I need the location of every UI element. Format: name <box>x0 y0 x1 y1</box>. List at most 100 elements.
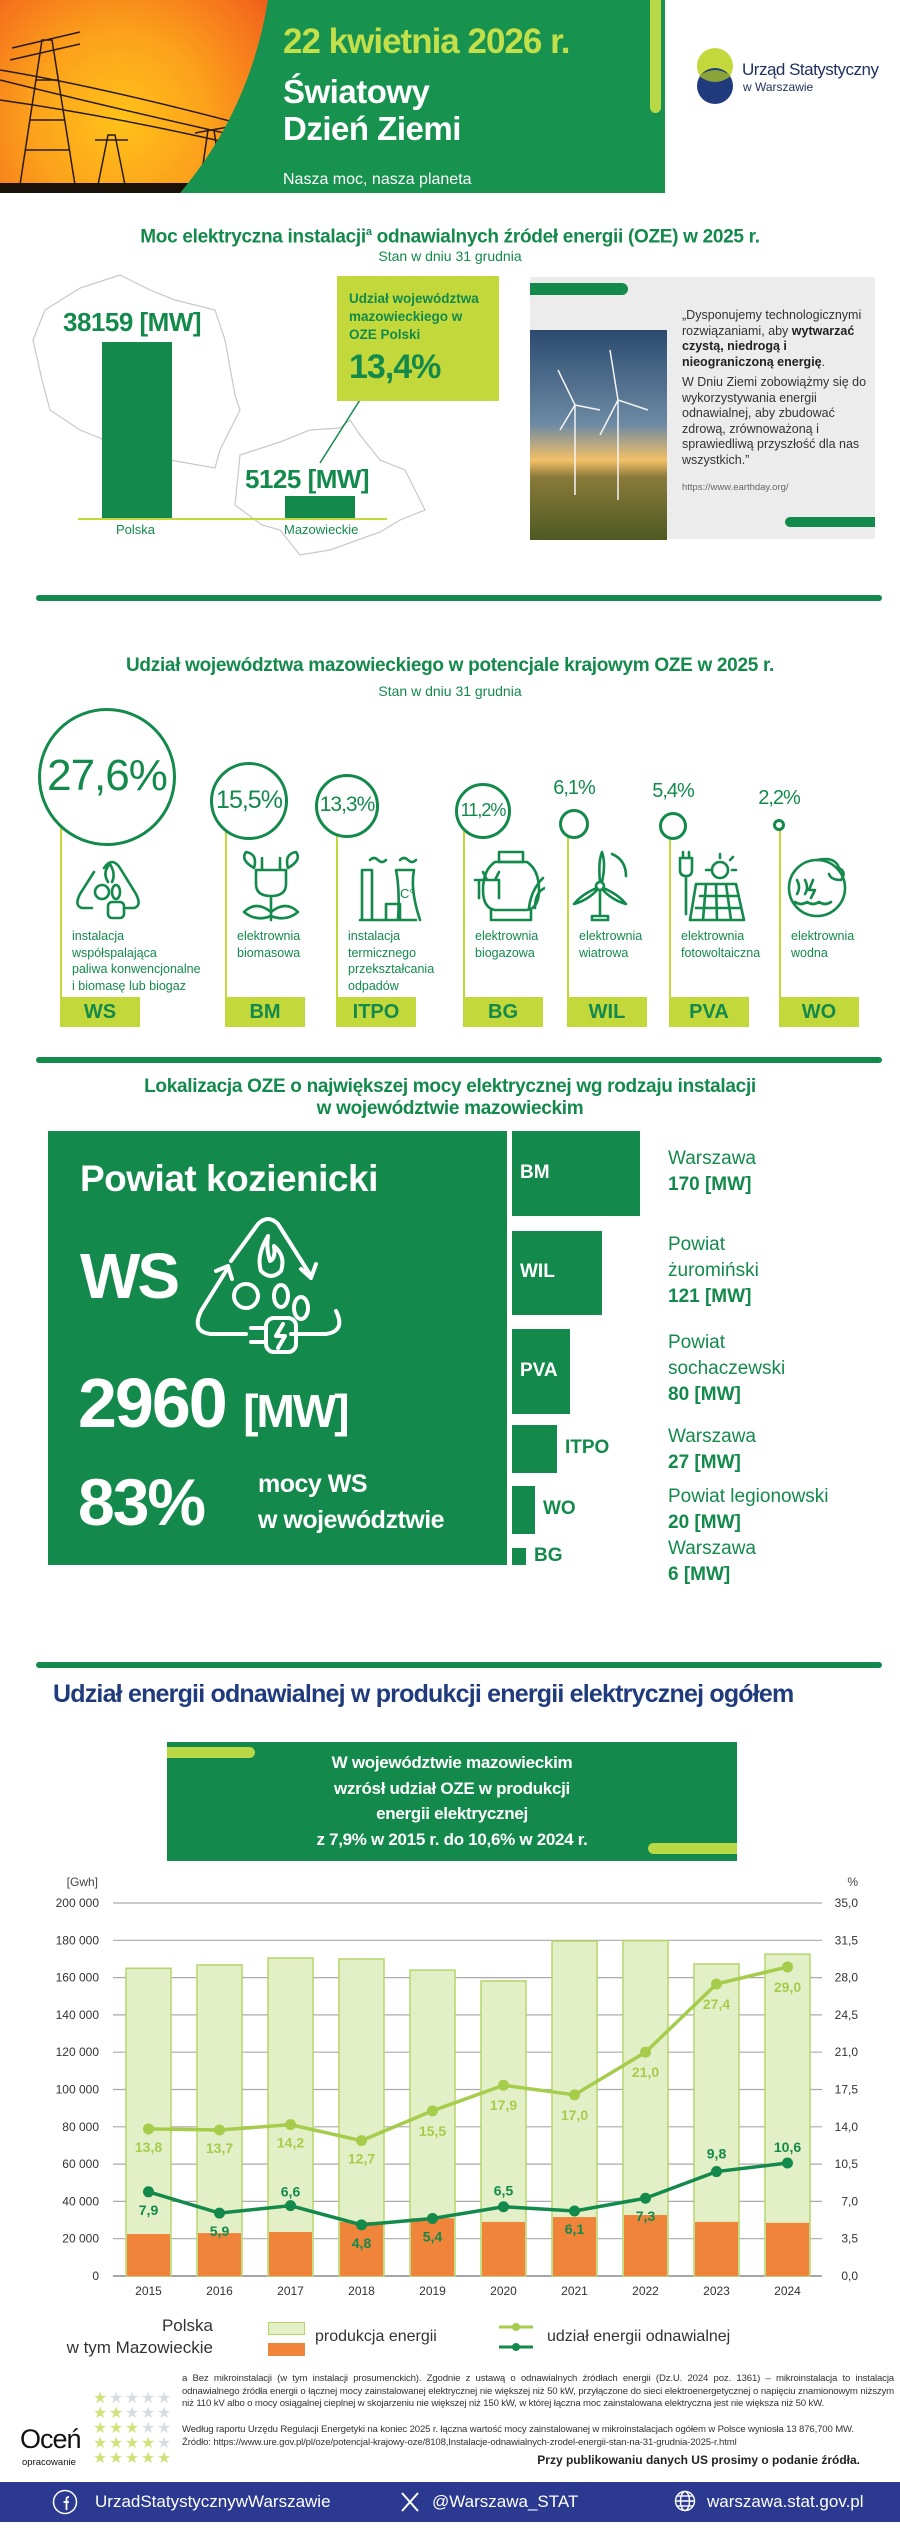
bar-mazowieckie <box>624 2215 667 2276</box>
star-icon[interactable]: ★ <box>141 2420 156 2437</box>
highlight-accent-top <box>167 1747 255 1758</box>
section-divider <box>36 595 882 601</box>
location-capacity: 170 [MW] <box>668 1174 752 1195</box>
title-line-2: w województwie mazowieckim <box>316 1098 584 1119</box>
star-icon[interactable]: ★ <box>141 2450 156 2467</box>
bar-mazowieckie <box>482 2221 525 2276</box>
star-icon[interactable]: ★ <box>157 2405 172 2422</box>
section2-title: Udział województwa mazowieckiego w poten… <box>126 655 774 676</box>
facebook-link[interactable]: UrzadStatystycznywWarszawie <box>95 2492 331 2511</box>
bar-baseline <box>78 518 387 520</box>
legend-bars-label: produkcja energii <box>315 2328 437 2345</box>
highlight-accent-bottom <box>648 1843 737 1854</box>
footnote-source: Źródło: https://www.ure.gov.pl/pl/oze/po… <box>182 2437 737 2448</box>
star-icon[interactable]: ★ <box>141 2435 156 2452</box>
data-label: 17,0 <box>561 2107 588 2123</box>
bar-mazowieckie <box>766 2222 809 2276</box>
star-icon[interactable]: ★ <box>125 2420 140 2437</box>
share-value: 15,5% <box>216 786 283 814</box>
star-icon[interactable]: ★ <box>157 2420 172 2437</box>
type-code: ITPO <box>565 1437 610 1458</box>
type-bar-itpo <box>512 1425 557 1473</box>
legend-lines-label: udział energii odnawialnej <box>547 2328 731 2345</box>
x-tick-label: 2016 <box>206 2284 233 2298</box>
star-icon[interactable]: ★ <box>109 2435 124 2452</box>
mazowieckie-capacity-value: 5125 [MW] <box>245 464 370 494</box>
share-value: 27,6% <box>47 750 168 800</box>
star-icon[interactable]: ★ <box>93 2405 108 2422</box>
line-point <box>569 2205 580 2217</box>
type-description: elektrownia wiatrowa <box>579 929 643 960</box>
star-icon[interactable]: ★ <box>93 2420 108 2437</box>
star-icon[interactable]: ★ <box>141 2405 156 2422</box>
type-location: Warszawa 27 [MW] <box>668 1424 756 1476</box>
x-tick-label: 2015 <box>135 2284 162 2298</box>
data-label: 17,9 <box>490 2097 517 2113</box>
star-icon[interactable]: ★ <box>157 2390 172 2407</box>
star-icon[interactable]: ★ <box>93 2390 108 2407</box>
x-link[interactable]: @Warszawa_STAT <box>432 2492 579 2511</box>
share-value: 13,3% <box>319 793 376 817</box>
data-label: 6,6 <box>281 2184 301 2200</box>
data-label: 10,6 <box>774 2139 801 2155</box>
star-icon[interactable]: ★ <box>109 2390 124 2407</box>
event-title: Światowy Dzień Ziemi <box>283 73 461 147</box>
left-tick-label: 40 000 <box>62 2194 99 2208</box>
right-axis-label: % <box>847 1875 858 1889</box>
quote-source-link[interactable]: https://www.earthday.org/ <box>682 482 789 493</box>
right-tick-label: 21,0 <box>835 2045 859 2059</box>
type-code: BM <box>520 1161 550 1183</box>
energy-chart: [Gwh] % 0 0,0 20 000 3,5 40 000 7,0 60 000 10,5 80… <box>56 1875 859 2298</box>
type-code-label: BG <box>463 997 543 1027</box>
type-location: Powiat sochaczewski 80 [MW] <box>668 1330 785 1408</box>
line-point <box>498 2201 509 2213</box>
left-tick-label: 140 000 <box>56 2008 100 2022</box>
star-icon[interactable]: ★ <box>109 2420 124 2437</box>
star-icon[interactable]: ★ <box>109 2450 124 2467</box>
right-tick-label: 31,5 <box>835 1933 859 1947</box>
facebook-icon[interactable] <box>52 2489 78 2515</box>
x-icon[interactable] <box>400 2491 420 2513</box>
highlight-box: W województwie mazowieckim wzrósł udział… <box>167 1742 737 1861</box>
star-icon[interactable]: ★ <box>93 2450 108 2467</box>
bar-polska <box>267 1957 314 2277</box>
data-label: 29,0 <box>774 1979 801 1995</box>
share-text-1: mocy WS <box>258 1470 368 1498</box>
x-tick-label: 2022 <box>632 2284 659 2298</box>
globe-icon[interactable] <box>674 2490 696 2512</box>
highlight-line: z 7,9% w 2015 r. do 10,6% w 2024 r. <box>316 1829 588 1849</box>
star-icon[interactable]: ★ <box>125 2435 140 2452</box>
type-description: instalacja współspalająca paliwa konwenc… <box>72 929 201 993</box>
share-box: Udział województwa mazowieckiego w OZE P… <box>337 276 499 401</box>
star-icon[interactable]: ★ <box>125 2390 140 2407</box>
line-point <box>569 2089 580 2101</box>
website-link[interactable]: warszawa.stat.gov.pl <box>707 2492 864 2511</box>
ws-capacity-value: 2960 <box>78 1364 228 1442</box>
connector-line <box>336 806 338 997</box>
star-icon[interactable]: ★ <box>141 2390 156 2407</box>
line-point <box>143 2186 154 2198</box>
star-icon[interactable]: ★ <box>93 2435 108 2452</box>
bar-polska <box>125 1967 172 2277</box>
bar-polska <box>764 1953 811 2277</box>
publish-note: Przy publikowaniu danych US prosimy o po… <box>537 2453 860 2467</box>
title-text: Moc elektryczna instalacji <box>140 226 366 248</box>
x-tick-label: 2019 <box>419 2284 446 2298</box>
mazowieckie-label: Mazowieckie <box>284 522 359 537</box>
star-icon[interactable]: ★ <box>157 2435 172 2452</box>
title-text-rest: odnawialnych źródeł energii (OZE) w 2025… <box>371 226 760 248</box>
wind-farm-photo <box>530 330 667 540</box>
line-point <box>214 2124 225 2136</box>
location-name: Warszawa <box>668 1538 756 1559</box>
star-icon[interactable]: ★ <box>109 2405 124 2422</box>
star-icon[interactable]: ★ <box>125 2405 140 2422</box>
share-value: 5,4% <box>652 780 695 802</box>
section-divider <box>36 1662 882 1668</box>
legend-polska: Polska <box>161 2316 213 2335</box>
right-tick-label: 24,5 <box>835 2008 859 2022</box>
data-label: 5,4 <box>423 2228 443 2244</box>
header-accent-bar <box>650 0 661 113</box>
line-mazowieckie <box>147 2161 788 2227</box>
star-icon[interactable]: ★ <box>125 2450 140 2467</box>
star-icon[interactable]: ★ <box>157 2450 172 2467</box>
